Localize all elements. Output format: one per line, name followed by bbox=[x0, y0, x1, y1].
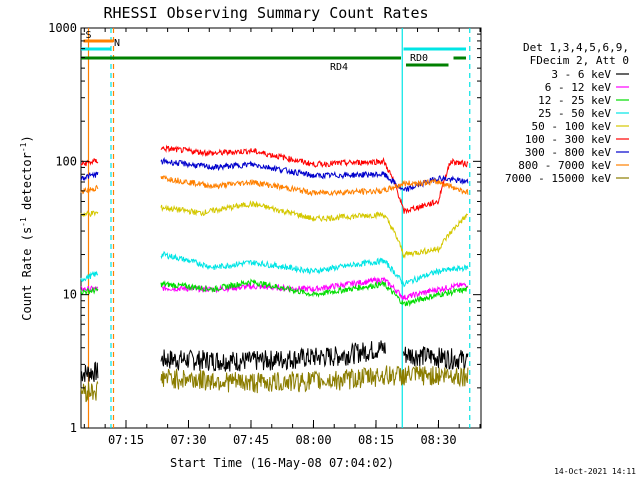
y-tick-label: 1000 bbox=[48, 21, 77, 35]
legend-entry-label: 100 - 300 keV bbox=[525, 133, 611, 146]
x-tick-label: 07:30 bbox=[170, 433, 206, 447]
legend-entry-label: 300 - 800 keV bbox=[525, 146, 611, 159]
flag-label: S bbox=[86, 30, 92, 41]
legend-entry-label: 800 - 7000 keV bbox=[518, 159, 611, 172]
legend-entry-label: 12 - 25 keV bbox=[538, 94, 611, 107]
legend-entry-label: 3 - 6 keV bbox=[551, 68, 611, 81]
plot-marks: S N RD4 RD0 bbox=[80, 28, 471, 428]
footer-timestamp: 14-Oct-2021 14:11 bbox=[554, 467, 636, 476]
series-line bbox=[80, 365, 469, 403]
x-tick-label: 07:45 bbox=[233, 433, 269, 447]
y-axis-label: Count Rate (s-1 detector-1) bbox=[19, 135, 34, 320]
y-tick-label: 10 bbox=[63, 288, 77, 302]
x-tick-label: 08:30 bbox=[420, 433, 456, 447]
chart-title: RHESSI Observing Summary Count Rates bbox=[103, 4, 428, 22]
legend-entry-label: 6 - 12 keV bbox=[545, 81, 612, 94]
x-axis-label: Start Time (16-May-08 07:04:02) bbox=[170, 456, 394, 470]
series-line bbox=[80, 144, 469, 215]
flag-label: N bbox=[114, 38, 120, 49]
series-line bbox=[80, 278, 469, 307]
flag-label: RD4 bbox=[330, 62, 348, 73]
legend-header: FDecim 2, Att 0 bbox=[530, 54, 629, 67]
x-tick-label: 08:15 bbox=[358, 433, 394, 447]
series-line bbox=[80, 157, 469, 192]
x-tick-label: 07:15 bbox=[108, 433, 144, 447]
legend-header: Det 1,3,4,5,6,9, bbox=[523, 41, 629, 54]
axes: 1 10 100 1000 07:15 07:30 07:45 08:00 08:15 08:30 bbox=[48, 21, 481, 447]
flag-label: RD0 bbox=[410, 53, 428, 64]
y-tick-label: 100 bbox=[55, 154, 77, 168]
legend-entry-label: 7000 - 15000 keV bbox=[505, 172, 611, 185]
series-line bbox=[80, 340, 469, 382]
x-tick-label: 08:00 bbox=[295, 433, 331, 447]
plot-frame bbox=[80, 27, 482, 429]
y-tick-label: 1 bbox=[70, 421, 77, 435]
legend-entry-label: 25 - 50 keV bbox=[538, 107, 611, 120]
legend-entry-label: 50 - 100 keV bbox=[532, 120, 612, 133]
legend: Det 1,3,4,5,6,9,FDecim 2, Att 03 - 6 keV… bbox=[505, 41, 629, 185]
series-line bbox=[80, 250, 469, 288]
series-line bbox=[80, 174, 469, 197]
